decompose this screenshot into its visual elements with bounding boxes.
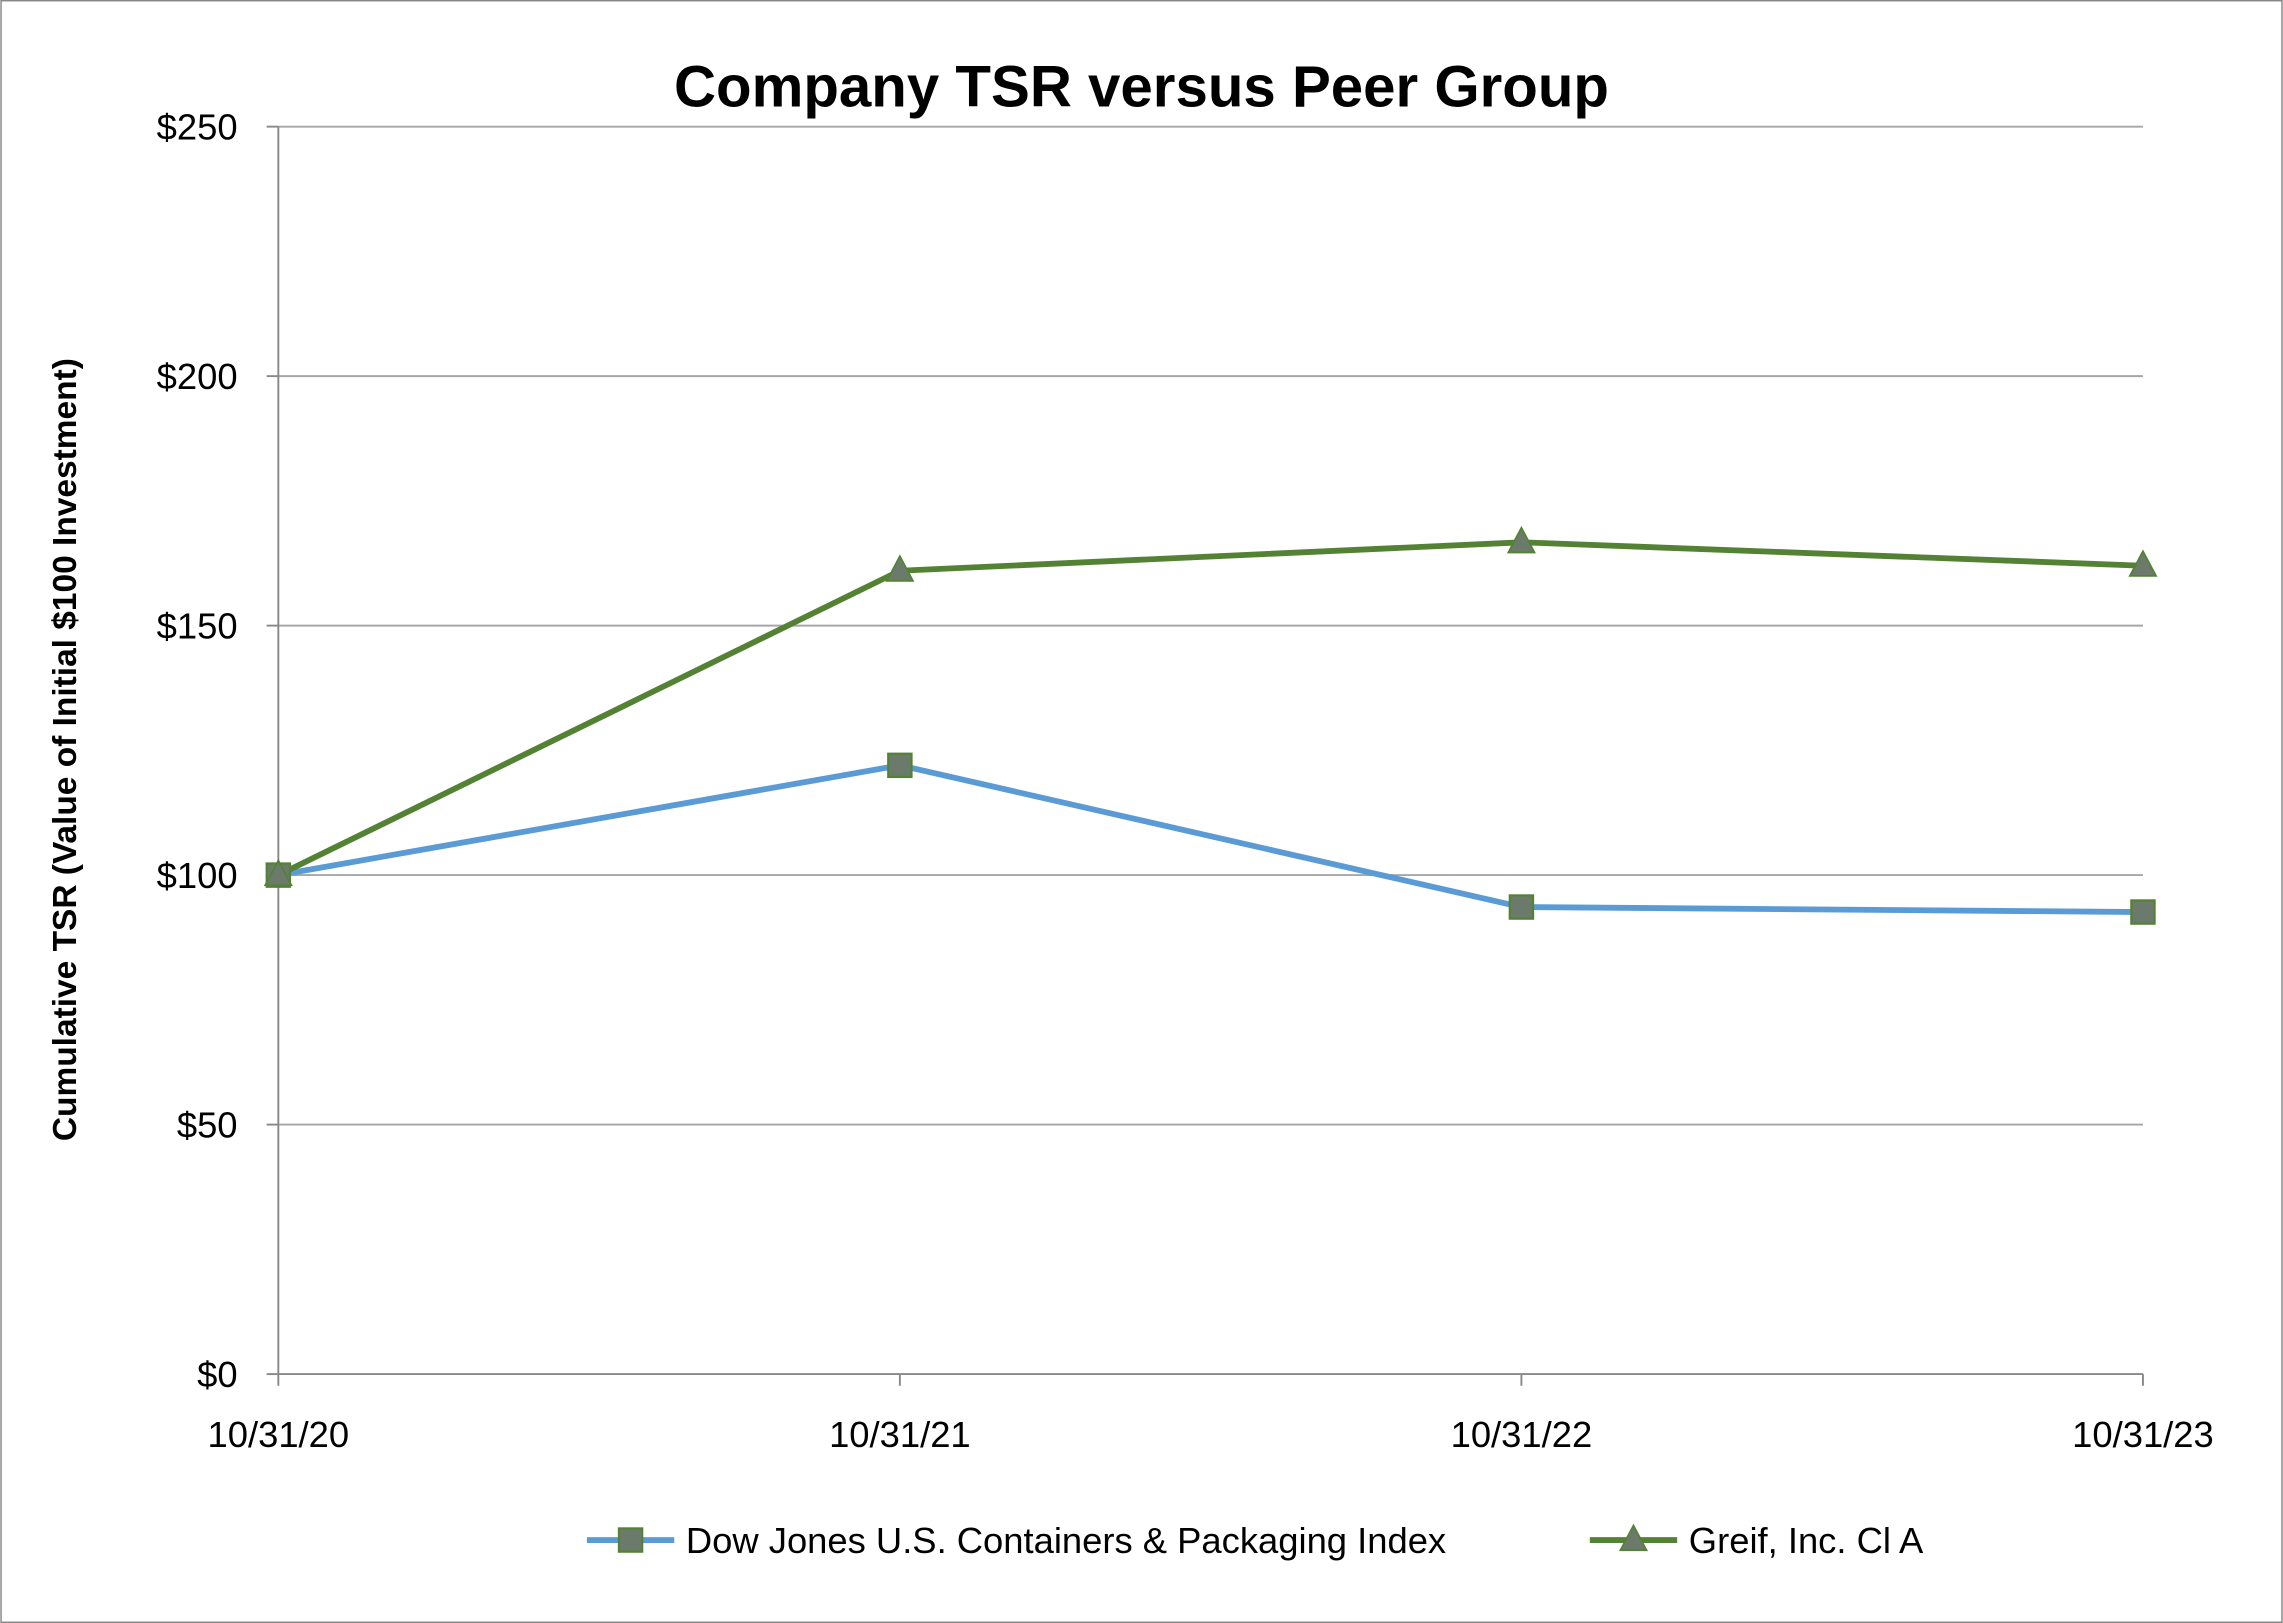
y-tick-label: $100 xyxy=(157,855,238,896)
legend-triangle-icon xyxy=(1618,1523,1649,1552)
x-tick-label: 10/31/22 xyxy=(1451,1414,1593,1455)
triangle-marker-point xyxy=(1506,525,1536,554)
square-marker-point xyxy=(1508,894,1535,920)
x-tick-label: 10/31/21 xyxy=(829,1414,971,1455)
y-tick-label: $200 xyxy=(157,356,238,397)
square-marker-point xyxy=(887,752,913,779)
legend-label: Dow Jones U.S. Containers & Packaging In… xyxy=(686,1520,1446,1561)
y-tick-label: $0 xyxy=(197,1354,237,1395)
series-line-1 xyxy=(277,762,2143,915)
legend-label: Greif, Inc. Cl A xyxy=(1689,1520,1924,1561)
y-tick-label: $50 xyxy=(177,1105,238,1146)
x-tick-label: 10/31/23 xyxy=(2072,1414,2214,1455)
y-tick-label: $150 xyxy=(157,606,238,647)
legend-square-icon xyxy=(617,1527,644,1553)
y-tick-label: $250 xyxy=(157,107,238,148)
x-tick-label: 10/31/20 xyxy=(208,1414,350,1455)
triangle-marker-point xyxy=(2128,549,2158,577)
y-axis-label: Cumulative TSR (Value of Initial $100 In… xyxy=(47,358,84,1141)
triangle-marker-point xyxy=(263,858,293,887)
triangle-marker-point xyxy=(885,554,915,582)
chart-title: Company TSR versus Peer Group xyxy=(674,54,1609,119)
square-marker-point xyxy=(2130,899,2156,925)
series-line-2 xyxy=(277,539,2144,878)
